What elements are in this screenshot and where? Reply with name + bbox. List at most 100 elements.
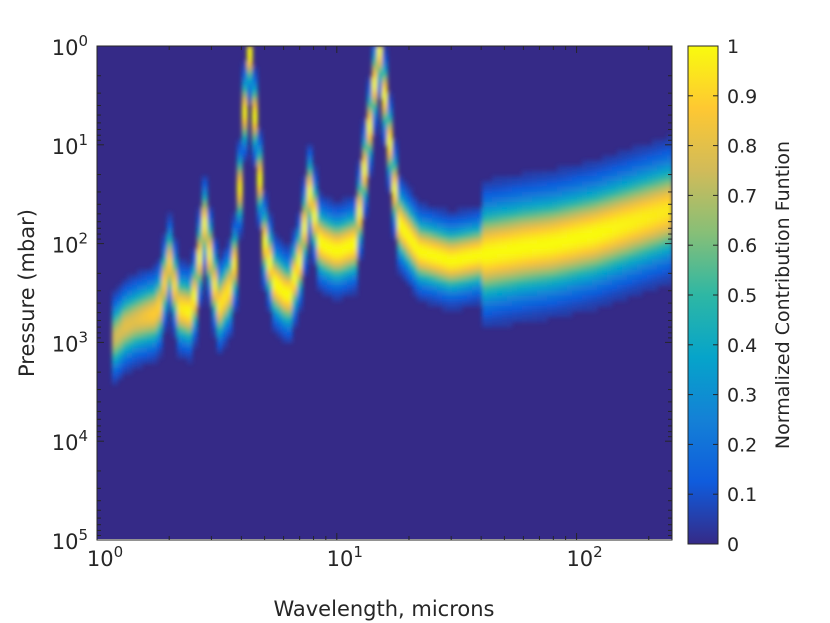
- heatmap-cell: [577, 196, 583, 203]
- heatmap-cell: [542, 300, 548, 307]
- heatmap-cell: [567, 306, 573, 312]
- heatmap-cell: [237, 170, 243, 177]
- heatmap-cell: [547, 243, 553, 250]
- heatmap-cell: [447, 274, 453, 281]
- heatmap-cell: [302, 264, 308, 271]
- heatmap-cell: [582, 212, 588, 219]
- heatmap-cell: [237, 150, 243, 156]
- heatmap-cell: [292, 300, 298, 307]
- heatmap-cell: [177, 280, 183, 286]
- heatmap-cell: [412, 285, 418, 291]
- heatmap-cell: [562, 311, 568, 317]
- heatmap-cell: [537, 186, 543, 193]
- heatmap-cell: [597, 170, 603, 177]
- heatmap-cell: [322, 243, 328, 250]
- heatmap-cell: [317, 222, 323, 229]
- heatmap-cell: [337, 217, 343, 224]
- heatmap-cell: [492, 321, 498, 328]
- heatmap-cell: [262, 228, 268, 234]
- heatmap-cell: [407, 238, 413, 245]
- heatmap-cell: [282, 290, 288, 297]
- heatmap-cell: [542, 248, 548, 255]
- y-tick-label: 105: [52, 526, 88, 554]
- heatmap-cell: [667, 150, 672, 156]
- heatmap-cell: [182, 269, 188, 276]
- heatmap-cell: [417, 290, 423, 297]
- heatmap-cell: [557, 217, 563, 224]
- heatmap-cell: [622, 202, 628, 208]
- heatmap-cell: [177, 337, 183, 343]
- heatmap-cell: [112, 342, 118, 349]
- heatmap-cell: [567, 228, 573, 234]
- heatmap-cell: [647, 176, 653, 182]
- heatmap-cell: [292, 285, 298, 291]
- heatmap-cell: [407, 269, 413, 276]
- heatmap-cell: [407, 248, 413, 255]
- heatmap-cell: [152, 342, 158, 349]
- heatmap-cell: [167, 264, 173, 271]
- heatmap-cell: [552, 280, 558, 286]
- heatmap-cell: [597, 280, 603, 286]
- heatmap-cell: [477, 300, 483, 307]
- heatmap-cell: [202, 196, 208, 203]
- heatmap-cell: [552, 228, 558, 234]
- heatmap-cell: [572, 217, 578, 224]
- heatmap-cell: [592, 186, 598, 193]
- heatmap-cell: [582, 222, 588, 229]
- heatmap-cell: [627, 259, 633, 265]
- heatmap-cell: [152, 337, 158, 343]
- heatmap-cell: [387, 150, 393, 156]
- heatmap-cell: [257, 217, 263, 224]
- heatmap-cell: [352, 207, 358, 213]
- heatmap-cell: [267, 264, 273, 271]
- heatmap-cell: [282, 311, 288, 317]
- heatmap-cell: [152, 290, 158, 297]
- heatmap-cell: [422, 238, 428, 245]
- heatmap-cell: [412, 280, 418, 286]
- heatmap-cell: [517, 186, 523, 193]
- heatmap-cell: [582, 295, 588, 302]
- heatmap-cell: [187, 316, 193, 323]
- heatmap-cell: [197, 280, 203, 286]
- heatmap-cell: [237, 181, 243, 187]
- heatmap-cell: [282, 300, 288, 307]
- heatmap-cell: [552, 233, 558, 239]
- heatmap-cell: [222, 306, 228, 312]
- heatmap-cell: [197, 217, 203, 224]
- heatmap-cell: [232, 280, 238, 286]
- heatmap-cell: [332, 228, 338, 234]
- heatmap-cell: [372, 82, 378, 89]
- heatmap-cell: [472, 290, 478, 297]
- heatmap-cell: [632, 186, 638, 193]
- heatmap-cell: [287, 321, 293, 328]
- heatmap-cell: [532, 233, 538, 239]
- heatmap-cell: [662, 202, 668, 208]
- heatmap-cell: [357, 191, 363, 198]
- heatmap-cell: [527, 196, 533, 203]
- heatmap-cell: [202, 207, 208, 213]
- heatmap-cell: [267, 295, 273, 302]
- heatmap-cell: [667, 207, 672, 213]
- heatmap-cell: [397, 196, 403, 203]
- heatmap-cell: [547, 217, 553, 224]
- heatmap-cell: [437, 254, 443, 260]
- heatmap-cell: [572, 181, 578, 187]
- heatmap-cell: [352, 280, 358, 286]
- heatmap-cell: [662, 254, 668, 260]
- heatmap-cell: [442, 274, 448, 281]
- heatmap-cell: [592, 176, 598, 182]
- heatmap-cell: [622, 181, 628, 187]
- heatmap-cell: [342, 264, 348, 271]
- heatmap-cell: [342, 222, 348, 229]
- heatmap-cell: [537, 202, 543, 208]
- heatmap-cell: [147, 337, 153, 343]
- heatmap-cell: [242, 139, 248, 146]
- heatmap-cell: [282, 321, 288, 328]
- heatmap-cell: [257, 191, 263, 198]
- heatmap-cell: [387, 165, 393, 172]
- heatmap-cell: [462, 269, 468, 276]
- heatmap-cell: [322, 248, 328, 255]
- heatmap-cell: [212, 254, 218, 260]
- heatmap-cell: [212, 295, 218, 302]
- heatmap-cell: [432, 254, 438, 260]
